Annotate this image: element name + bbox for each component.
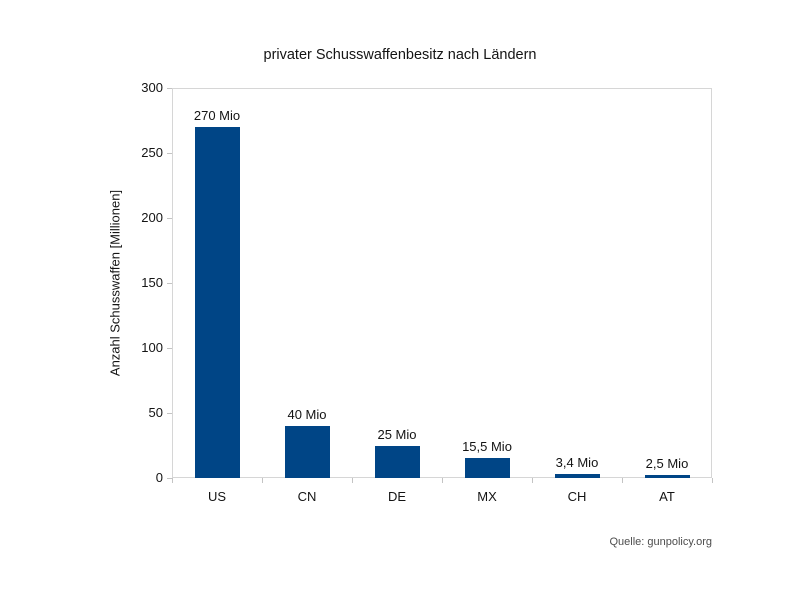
y-tick-mark [167,477,172,479]
x-tick-mark [532,478,533,483]
y-tick-mark [167,347,172,349]
bar-value-label: 270 Mio [193,108,241,123]
x-category-label: DE [387,489,407,504]
y-tick-mark [167,87,172,89]
x-tick-mark [622,478,623,483]
x-category-label: CN [297,489,317,504]
x-tick-mark [172,478,173,483]
plot-area [172,88,712,478]
y-tick-label: 50 [148,405,163,420]
bar [374,445,420,478]
y-tick-mark [167,282,172,284]
x-category-label: US [207,489,227,504]
x-tick-mark [352,478,353,483]
y-tick-label: 250 [141,145,163,160]
bar [554,473,600,478]
bar-value-label: 40 Mio [287,407,327,422]
x-category-label: AT [659,489,675,504]
x-category-label: CH [567,489,587,504]
y-tick-label: 0 [155,470,163,485]
y-tick-label: 300 [141,80,163,95]
y-tick-mark [167,217,172,219]
y-tick-mark [167,412,172,414]
bar-value-label: 2,5 Mio [645,455,689,471]
y-tick-label: 200 [141,210,163,225]
bar-value-label: 25 Mio [377,426,417,442]
x-tick-mark [262,478,263,483]
x-tick-mark [442,478,443,483]
source-credit: Quelle: gunpolicy.org [609,536,712,548]
x-category-label: MX [477,489,497,504]
bar-value-label: 3,4 Mio [555,454,599,470]
bar [644,474,690,478]
chart-title: privater Schusswaffenbesitz nach Ländern [263,47,537,63]
y-tick-label: 100 [141,340,163,355]
bar [194,127,240,478]
y-tick-mark [167,152,172,154]
x-tick-mark [712,478,713,483]
bar [284,426,330,478]
bar-value-label: 15,5 Mio [462,438,512,454]
bar [464,457,510,478]
y-tick-label: 150 [141,275,163,290]
